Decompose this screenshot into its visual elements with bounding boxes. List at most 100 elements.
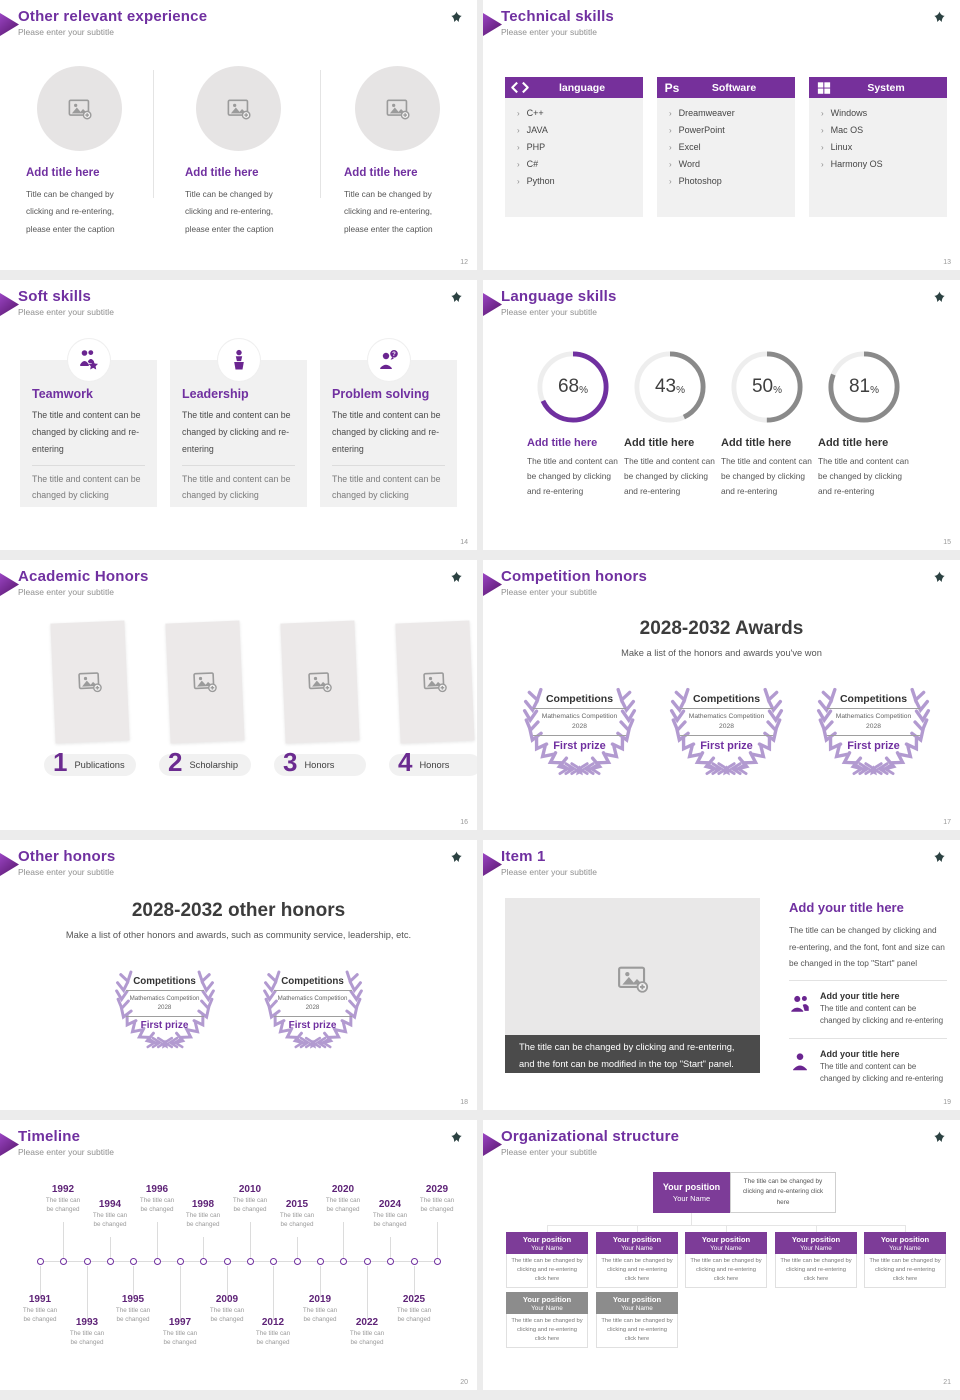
bullet-icon: › [517,126,520,135]
honor-item: 2 Scholarship [159,620,251,776]
panel-sub-item: Add your title here The title and conten… [789,1047,947,1088]
slide-organizational-structure[interactable]: Organizational structure Please enter yo… [483,1120,960,1390]
wreath-text: Competitions Mathematics Competition 2028… [125,976,204,1031]
slide-academic-honors[interactable]: Academic Honors Please enter your subtit… [0,560,477,830]
language-column: language › C++ › JAVA › PHP › C# › Python [505,77,643,217]
slide-subtitle: Please enter your subtitle [18,587,114,597]
wreath-row: Competitions Mathematics Competition 2028… [0,968,477,1050]
image-placeholder [165,620,245,744]
award-wreath: Competitions Mathematics Competition 2028… [109,968,221,1050]
bullet-icon: › [669,126,672,135]
experience-item: Add title here Title can be changed by c… [318,58,477,238]
card-body: The title and content can be changed by … [182,410,291,455]
bullet-icon: › [821,143,824,152]
timeline-node [316,1258,324,1265]
image-placeholder [280,620,360,744]
teamwork-card: Teamwork The title and content can be ch… [20,339,157,507]
image-placeholder: The title can be changed by clicking and… [505,898,760,1073]
timeline-node [199,1258,207,1265]
skill-item: › Windows [821,108,868,118]
page-number: 17 [943,819,951,826]
org-card: Your position Your Name The title can be … [596,1232,678,1288]
donut-value: 81% [848,376,880,397]
title-arrow-marker [483,1133,502,1156]
honors-heading: 2028-2032 other honors [131,900,346,921]
sub-item-title: Add your title here [820,990,900,1001]
leaf-logo-icon [933,291,946,304]
timeline-node [106,1258,114,1265]
bullet-icon: › [669,109,672,118]
timeline-node [223,1258,231,1265]
item-title: Add title here [26,167,100,179]
honor-pill: 1 Publications [44,749,136,776]
wreath-text: Competitions Mathematics Competition 2028… [273,976,352,1031]
icon-badge [367,339,410,381]
org-connector [816,1225,817,1232]
image-add-icon [191,668,218,695]
slide-technical-skills[interactable]: Technical skills Please enter your subti… [483,0,960,270]
org-card-gray: Your position Your Name The title can be … [506,1292,588,1348]
slide-soft-skills[interactable]: Soft skills Please enter your subtitle T… [0,280,477,550]
page-number: 15 [943,539,951,546]
title-arrow-marker [0,1133,19,1156]
language-item: 43% Add title here The title and content… [624,350,716,499]
panel-sub-item: Add your title here The title and conten… [789,989,947,1030]
experience-item: Add title here Title can be changed by c… [0,58,159,238]
slide-language-skills[interactable]: Language skills Please enter your subtit… [483,280,960,550]
slide-title: Timeline [18,1128,81,1145]
org-root-box: Your position Your Name [653,1172,730,1213]
slide-title: Item 1 [501,848,546,865]
wreath-text: Competitions Mathematics Competition 2028… [827,693,920,752]
org-connector [637,1225,638,1232]
page-number: 20 [460,1379,468,1386]
item-title: Add title here [624,437,695,449]
skill-item: › Photoshop [669,176,722,186]
slide-other-relevant-experience[interactable]: Other relevant experience Please enter y… [0,0,477,270]
slide-title: Organizational structure [501,1128,680,1145]
org-card-gray: Your position Your Name The title can be … [596,1292,678,1348]
honors-subheading: Make a list of other honors and awards, … [65,930,412,940]
slide-title: Language skills [501,288,617,305]
item-caption: Title can be changed by clicking and re-… [26,189,115,234]
card-body: The title and content can be changed by … [332,410,441,455]
slide-title: Competition honors [501,568,648,585]
item-caption: Title can be changed by clicking and re-… [185,189,274,234]
problem-solving-card: Problem solving The title and content ca… [320,339,457,507]
wreath-text: Competitions Mathematics Competition 2028… [533,693,626,752]
timeline-node [363,1258,371,1265]
donut-chart: 68% [536,350,610,424]
skill-item: › Excel [669,142,701,152]
slide-timeline[interactable]: Timeline Please enter your subtitle 1991… [0,1120,477,1390]
experience-columns: Add title here Title can be changed by c… [0,58,477,238]
slide-subtitle: Please enter your subtitle [501,867,597,877]
slide-other-honors[interactable]: Other honors Please enter your subtitle … [0,840,477,1110]
slide-competition-honors[interactable]: Competition honors Please enter your sub… [483,560,960,830]
problem-solving-icon [377,348,401,372]
honor-label: Publications [74,760,125,770]
detail-panel: Add your title here The title can be cha… [789,900,947,1088]
person-icon [789,1051,811,1073]
image-add-icon [616,962,650,996]
slide-header: Other honors Please enter your subtitle [0,848,477,888]
bullet-icon: › [669,143,672,152]
image-placeholder [196,66,281,151]
org-connector [726,1225,727,1232]
title-arrow-marker [0,13,19,36]
leaf-logo-icon [933,1131,946,1144]
skill-item: › C# [517,159,539,169]
timeline-node [433,1258,441,1265]
image-add-icon [226,96,252,122]
leadership-icon [227,348,251,372]
title-arrow-marker [483,573,502,596]
bullet-icon: › [517,160,520,169]
slide-item-1[interactable]: Item 1 Please enter your subtitle The ti… [483,840,960,1110]
skill-item: › Dreamweaver [669,108,735,118]
award-wreath: Competitions Mathematics Competition 2028… [810,685,937,777]
donut-value: 68% [557,376,589,397]
honor-item: 4 Honors [389,620,477,776]
slide-header: Academic Honors Please enter your subtit… [0,568,477,608]
icon-badge [67,339,110,381]
language-columns: 68% Add title here The title and content… [527,350,910,499]
wreath-row: Competitions Mathematics Competition 2028… [516,685,937,777]
